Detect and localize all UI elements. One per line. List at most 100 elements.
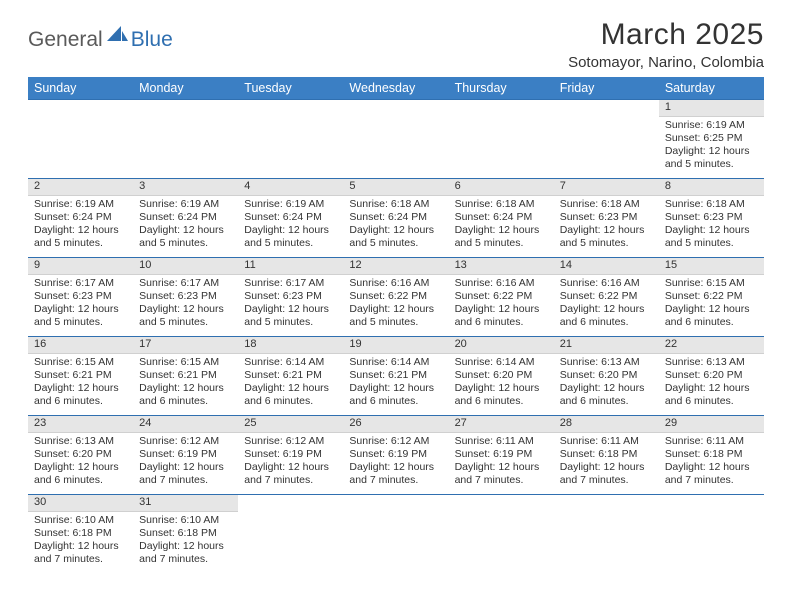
weekday-header: Saturday (659, 77, 764, 100)
sunset-line: Sunset: 6:24 PM (34, 211, 127, 224)
day-number: 29 (659, 416, 764, 433)
sunset-line: Sunset: 6:20 PM (455, 369, 548, 382)
sunrise-line: Sunrise: 6:16 AM (349, 277, 442, 290)
day-content: Sunrise: 6:12 AMSunset: 6:19 PMDaylight:… (238, 435, 343, 490)
day-number: 24 (133, 416, 238, 433)
calendar-week-row: 2Sunrise: 6:19 AMSunset: 6:24 PMDaylight… (28, 179, 764, 258)
daylight-line: Daylight: 12 hours and 6 minutes. (455, 303, 548, 329)
location-subtitle: Sotomayor, Narino, Colombia (568, 54, 764, 71)
calendar-cell-empty (238, 100, 343, 179)
day-content: Sunrise: 6:11 AMSunset: 6:18 PMDaylight:… (659, 435, 764, 490)
daylight-line: Daylight: 12 hours and 7 minutes. (665, 461, 758, 487)
sunset-line: Sunset: 6:24 PM (139, 211, 232, 224)
logo: General Blue (28, 24, 173, 55)
calendar-cell: 31Sunrise: 6:10 AMSunset: 6:18 PMDayligh… (133, 495, 238, 574)
day-content: Sunrise: 6:16 AMSunset: 6:22 PMDaylight:… (449, 277, 554, 332)
daylight-line: Daylight: 12 hours and 6 minutes. (139, 382, 232, 408)
sunset-line: Sunset: 6:22 PM (455, 290, 548, 303)
day-number: 13 (449, 258, 554, 275)
calendar-cell: 13 Sunrise: 6:16 AMSunset: 6:22 PMDayligh… (449, 258, 554, 337)
sunrise-line: Sunrise: 6:14 AM (455, 356, 548, 369)
day-content: Sunrise: 6:17 AMSunset: 6:23 PMDaylight:… (238, 277, 343, 332)
daylight-line: Daylight: 12 hours and 5 minutes. (560, 224, 653, 250)
sunrise-line: Sunrise: 6:16 AM (455, 277, 548, 290)
calendar-cell-empty (659, 495, 764, 574)
sunrise-line: Sunrise: 6:18 AM (560, 198, 653, 211)
sunset-line: Sunset: 6:20 PM (560, 369, 653, 382)
calendar-cell: 4 Sunrise: 6:19 AMSunset: 6:24 PMDaylight… (238, 179, 343, 258)
sunset-line: Sunset: 6:22 PM (349, 290, 442, 303)
calendar-cell: 23Sunrise: 6:13 AMSunset: 6:20 PMDayligh… (28, 416, 133, 495)
daylight-line: Daylight: 12 hours and 5 minutes. (455, 224, 548, 250)
daylight-line: Daylight: 12 hours and 6 minutes. (455, 382, 548, 408)
sunrise-line: Sunrise: 6:13 AM (560, 356, 653, 369)
sunrise-line: Sunrise: 6:12 AM (244, 435, 337, 448)
sunrise-line: Sunrise: 6:14 AM (349, 356, 442, 369)
daylight-line: Daylight: 12 hours and 5 minutes. (139, 224, 232, 250)
day-number: 17 (133, 337, 238, 354)
daylight-line: Daylight: 12 hours and 6 minutes. (34, 461, 127, 487)
day-number: 7 (554, 179, 659, 196)
day-number: 10 (133, 258, 238, 275)
empty-daynum (659, 495, 764, 510)
weekday-header-row: SundayMondayTuesdayWednesdayThursdayFrid… (28, 77, 764, 100)
sunset-line: Sunset: 6:24 PM (244, 211, 337, 224)
sunrise-line: Sunrise: 6:11 AM (560, 435, 653, 448)
daylight-line: Daylight: 12 hours and 5 minutes. (349, 224, 442, 250)
page-header: General Blue March 2025 Sotomayor, Narin… (28, 18, 764, 71)
day-content: Sunrise: 6:12 AMSunset: 6:19 PMDaylight:… (133, 435, 238, 490)
calendar-cell: 21 Sunrise: 6:13 AMSunset: 6:20 PMDayligh… (554, 337, 659, 416)
calendar-cell: 25Sunrise: 6:12 AMSunset: 6:19 PMDayligh… (238, 416, 343, 495)
daylight-line: Daylight: 12 hours and 6 minutes. (244, 382, 337, 408)
day-content: Sunrise: 6:19 AMSunset: 6:24 PMDaylight:… (238, 198, 343, 253)
sunrise-line: Sunrise: 6:14 AM (244, 356, 337, 369)
calendar-cell-empty (554, 495, 659, 574)
day-content: Sunrise: 6:19 AMSunset: 6:24 PMDaylight:… (133, 198, 238, 253)
sunrise-line: Sunrise: 6:12 AM (349, 435, 442, 448)
day-number: 9 (28, 258, 133, 275)
logo-text-blue: Blue (131, 28, 173, 52)
calendar-week-row: 23Sunrise: 6:13 AMSunset: 6:20 PMDayligh… (28, 416, 764, 495)
calendar-week-row: 1Sunrise: 6:19 AMSunset: 6:25 PMDaylight… (28, 100, 764, 179)
day-content: Sunrise: 6:14 AMSunset: 6:20 PMDaylight:… (449, 356, 554, 411)
day-content: Sunrise: 6:12 AMSunset: 6:19 PMDaylight:… (343, 435, 448, 490)
calendar-cell: 10Sunrise: 6:17 AMSunset: 6:23 PMDayligh… (133, 258, 238, 337)
day-content: Sunrise: 6:15 AMSunset: 6:21 PMDaylight:… (133, 356, 238, 411)
weekday-header: Friday (554, 77, 659, 100)
day-number: 18 (238, 337, 343, 354)
day-content: Sunrise: 6:13 AMSunset: 6:20 PMDaylight:… (659, 356, 764, 411)
calendar-cell: 12Sunrise: 6:16 AMSunset: 6:22 PMDayligh… (343, 258, 448, 337)
day-number: 21 (554, 337, 659, 354)
calendar-week-row: 30Sunrise: 6:10 AMSunset: 6:18 PMDayligh… (28, 495, 764, 574)
day-number: 26 (343, 416, 448, 433)
day-number: 16 (28, 337, 133, 354)
day-content: Sunrise: 6:14 AMSunset: 6:21 PMDaylight:… (343, 356, 448, 411)
daylight-line: Daylight: 12 hours and 7 minutes. (34, 540, 127, 566)
sunrise-line: Sunrise: 6:16 AM (560, 277, 653, 290)
daylight-line: Daylight: 12 hours and 5 minutes. (244, 303, 337, 329)
day-number: 4 (238, 179, 343, 196)
daylight-line: Daylight: 12 hours and 7 minutes. (139, 461, 232, 487)
daylight-line: Daylight: 12 hours and 5 minutes. (34, 303, 127, 329)
calendar-cell: 28Sunrise: 6:11 AMSunset: 6:18 PMDayligh… (554, 416, 659, 495)
sunset-line: Sunset: 6:19 PM (349, 448, 442, 461)
sunrise-line: Sunrise: 6:18 AM (455, 198, 548, 211)
daylight-line: Daylight: 12 hours and 6 minutes. (560, 303, 653, 329)
calendar-cell: 1Sunrise: 6:19 AMSunset: 6:25 PMDaylight… (659, 100, 764, 179)
sunset-line: Sunset: 6:20 PM (665, 369, 758, 382)
calendar-cell: 6Sunrise: 6:18 AMSunset: 6:24 PMDaylight… (449, 179, 554, 258)
sunset-line: Sunset: 6:18 PM (34, 527, 127, 540)
sunrise-line: Sunrise: 6:17 AM (139, 277, 232, 290)
sunrise-line: Sunrise: 6:13 AM (665, 356, 758, 369)
sunrise-line: Sunrise: 6:17 AM (244, 277, 337, 290)
calendar-cell-empty (28, 100, 133, 179)
weekday-header: Thursday (449, 77, 554, 100)
day-number: 6 (449, 179, 554, 196)
month-title: March 2025 (568, 18, 764, 52)
day-content: Sunrise: 6:13 AMSunset: 6:20 PMDaylight:… (554, 356, 659, 411)
sunset-line: Sunset: 6:21 PM (244, 369, 337, 382)
sunset-line: Sunset: 6:18 PM (139, 527, 232, 540)
sunset-line: Sunset: 6:21 PM (34, 369, 127, 382)
day-number: 15 (659, 258, 764, 275)
calendar-cell: 16Sunrise: 6:15 AMSunset: 6:21 PMDayligh… (28, 337, 133, 416)
